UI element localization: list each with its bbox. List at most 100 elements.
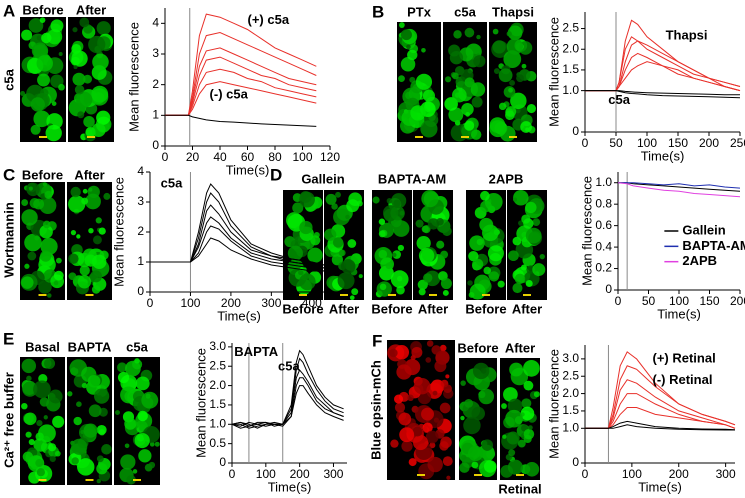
cell bbox=[96, 478, 101, 484]
cell bbox=[36, 35, 42, 41]
cell bbox=[39, 397, 50, 407]
y-tick-label: 1.5 bbox=[562, 62, 579, 76]
cell bbox=[440, 436, 452, 449]
cell bbox=[28, 186, 33, 191]
cell bbox=[92, 235, 102, 245]
cell bbox=[358, 274, 363, 279]
cell bbox=[459, 462, 470, 473]
cell bbox=[464, 398, 474, 408]
cell bbox=[425, 357, 432, 363]
y-tick-label: 0.8 bbox=[595, 196, 612, 210]
image-label: BAPTA bbox=[68, 339, 112, 354]
cell bbox=[149, 441, 155, 447]
scale-bar bbox=[461, 136, 469, 138]
x-tick-label: 200 bbox=[730, 294, 745, 308]
scale-bar bbox=[38, 479, 47, 481]
cell bbox=[426, 340, 434, 347]
trace bbox=[165, 114, 317, 127]
cell bbox=[421, 190, 439, 208]
cell bbox=[492, 28, 499, 35]
cell bbox=[101, 444, 112, 455]
cell bbox=[483, 266, 492, 275]
y-tick-label: 2 bbox=[137, 224, 144, 238]
cell bbox=[58, 83, 65, 91]
image-label: Before bbox=[371, 301, 412, 316]
cell bbox=[287, 245, 303, 261]
cell bbox=[22, 451, 34, 462]
cell bbox=[503, 50, 522, 69]
group-label: Gallein bbox=[301, 171, 344, 186]
annotation: (+) c5a bbox=[248, 12, 290, 27]
cell bbox=[422, 426, 428, 432]
cell bbox=[349, 295, 355, 300]
cell bbox=[96, 463, 108, 475]
x-axis-label: Time(s) bbox=[226, 162, 270, 177]
cell bbox=[26, 375, 32, 382]
cell bbox=[452, 87, 467, 103]
annotation: Thapsi bbox=[666, 27, 708, 42]
cell bbox=[37, 73, 50, 87]
cell bbox=[505, 110, 515, 121]
cell bbox=[525, 201, 537, 214]
image-label: After bbox=[505, 340, 535, 355]
cell bbox=[91, 85, 109, 103]
cell bbox=[469, 283, 486, 300]
cell bbox=[521, 63, 527, 69]
cell bbox=[421, 47, 426, 53]
trace bbox=[585, 61, 741, 92]
cell bbox=[507, 459, 523, 475]
cell bbox=[299, 273, 316, 291]
x-tick-label: 100 bbox=[180, 296, 200, 310]
x-tick-label: 0 bbox=[582, 136, 589, 150]
cell bbox=[406, 44, 411, 50]
cell bbox=[434, 360, 447, 373]
cell bbox=[470, 82, 486, 97]
cell bbox=[390, 205, 405, 221]
cell bbox=[33, 198, 45, 210]
cell bbox=[525, 227, 542, 244]
scale-bar bbox=[474, 474, 482, 476]
y-tick-label: 3.0 bbox=[209, 339, 226, 353]
image-label: After bbox=[418, 301, 448, 316]
cell bbox=[31, 42, 49, 59]
cell bbox=[346, 199, 360, 213]
y-axis-label: Mean fluorescence bbox=[111, 177, 126, 287]
panel-letter: D bbox=[270, 165, 282, 184]
cell bbox=[73, 416, 82, 426]
y-tick-label: 4 bbox=[152, 16, 159, 30]
panel-letter: C bbox=[3, 165, 15, 184]
cell bbox=[507, 25, 523, 41]
cell bbox=[501, 403, 507, 409]
cell bbox=[507, 398, 523, 414]
cell bbox=[532, 218, 541, 227]
cell bbox=[50, 19, 64, 33]
image-label: After bbox=[512, 301, 542, 316]
y-tick-label: 0 bbox=[572, 455, 579, 469]
cell bbox=[427, 456, 443, 473]
cell bbox=[74, 361, 81, 369]
x-tick-label: 100 bbox=[669, 294, 689, 308]
trace bbox=[231, 357, 344, 427]
side-label: c5a bbox=[1, 68, 16, 90]
cell bbox=[418, 288, 426, 296]
cell bbox=[154, 441, 160, 447]
trace bbox=[165, 47, 317, 116]
cell bbox=[73, 65, 78, 70]
x-tick-label: 50 bbox=[642, 294, 656, 308]
cell bbox=[21, 276, 34, 289]
cell bbox=[396, 285, 405, 295]
cell bbox=[77, 111, 85, 119]
cell bbox=[90, 270, 103, 283]
cell bbox=[442, 456, 453, 467]
cell bbox=[427, 218, 440, 230]
y-axis-label: Mean fluorescence bbox=[546, 17, 561, 127]
cell bbox=[96, 455, 104, 463]
cell bbox=[486, 449, 496, 459]
x-axis-label: Time(s) bbox=[657, 306, 701, 321]
cell bbox=[95, 217, 102, 224]
y-tick-label: 0.6 bbox=[595, 218, 612, 232]
annotation: c5a bbox=[278, 358, 300, 373]
annotation: (-) Retinal bbox=[653, 372, 713, 387]
cell bbox=[81, 382, 88, 389]
